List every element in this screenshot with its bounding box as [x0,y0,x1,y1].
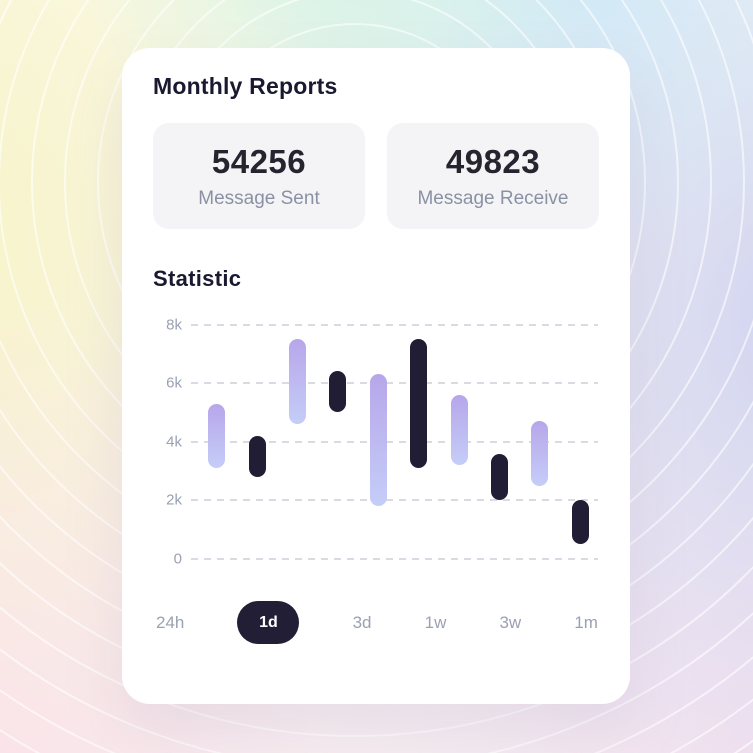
filter-24h[interactable]: 24h [156,613,185,632]
chart-bar-2 [248,435,266,477]
statistic-chart: 8k 6k 4k 2k 0 [152,310,602,568]
gridline-0 [191,558,598,560]
monthly-reports-card: Monthly Reports 54256 Message Sent 49823… [122,48,630,704]
filter-1d[interactable]: 1d [237,601,300,644]
chart-bar-4 [329,371,347,413]
y-axis-label-6k: 6k [166,374,182,392]
time-range-filters: 24h 1d 3d 1w 3w 1m [152,601,602,644]
stat-message-receive: 49823 Message Receive [387,123,599,229]
chart-bar-8 [491,453,508,501]
gridline-2k [191,499,598,502]
chart-bar-3 [289,339,306,425]
gridline-6k [191,382,598,385]
y-axis-label-2k: 2k [166,491,182,509]
stat-message-sent-value: 54256 [211,142,307,180]
chart-bar-10 [571,500,589,545]
card-title: Monthly Reports [153,73,338,99]
y-axis-label-0: 0 [173,550,182,568]
filter-1w[interactable]: 1w [424,613,447,632]
statistic-title: Statistic [153,266,242,291]
gridline-4k [191,440,598,443]
filter-3w[interactable]: 3w [499,613,522,632]
stat-message-sent-label: Message Sent [198,187,320,209]
chart-bar-9 [531,421,549,486]
gridline-8k [191,323,598,326]
stat-message-sent: 54256 Message Sent [153,123,365,229]
chart-bar-1 [208,403,226,469]
filter-1m[interactable]: 1m [574,613,598,632]
chart-bar-7 [450,394,468,466]
chart-bar-6 [410,339,428,469]
y-axis-label-4k: 4k [166,433,182,451]
y-axis-label-8k: 8k [166,316,182,334]
filter-3d[interactable]: 3d [352,613,372,632]
stats-row: 54256 Message Sent 49823 Message Receive [153,123,599,229]
chart-bar-5 [369,374,387,507]
stat-message-receive-value: 49823 [445,142,541,180]
stat-message-receive-label: Message Receive [417,187,569,209]
